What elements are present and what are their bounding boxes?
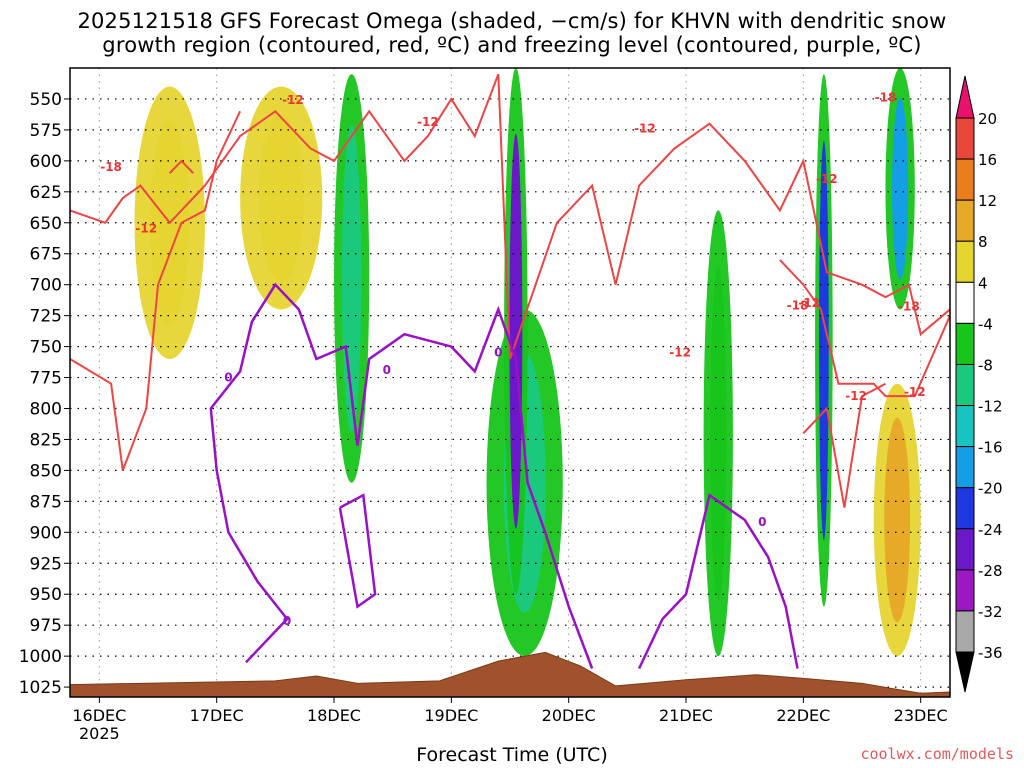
y-tick-label-925: 925 <box>30 554 62 574</box>
colorbar-segment-5 <box>955 322 975 365</box>
red-contour-3 <box>779 259 950 398</box>
y-tick-label-950: 950 <box>30 585 62 605</box>
red-contour-label-4: -12 <box>634 121 656 135</box>
colorbar-segment-1 <box>955 158 975 201</box>
colorbar-label-0: 20 <box>978 110 997 128</box>
colorbar-label-12: -32 <box>978 603 1003 621</box>
y-tick-label-600: 600 <box>30 152 62 172</box>
y-tick-label-825: 825 <box>30 430 62 450</box>
red-contour-label-10: -12 <box>904 385 926 399</box>
colorbar-segment-12 <box>955 610 975 653</box>
plot-frame <box>69 67 951 698</box>
omega-core-1 <box>258 114 304 282</box>
colorbar-bottom-triangle <box>955 651 975 693</box>
x-tick-year-label: 2025 <box>79 724 120 743</box>
colorbar-label-10: -24 <box>978 521 1003 539</box>
purple-contour-label-4: 0 <box>758 515 766 529</box>
colorbar-segment-6 <box>955 363 975 407</box>
red-contour-4 <box>802 382 886 508</box>
colorbar-segment-9 <box>955 487 975 530</box>
red-contour-label-7: -12 <box>798 296 820 310</box>
purple-contour-label-2: 0 <box>494 345 502 359</box>
y-tick-label-625: 625 <box>30 183 62 203</box>
y-tick-label-575: 575 <box>30 121 62 141</box>
red-contour-label-3: -12 <box>417 115 439 129</box>
y-tick-label-675: 675 <box>30 245 62 265</box>
x-tick-label-18DEC: 18DEC <box>307 706 361 725</box>
red-contour-label-12: -12 <box>816 172 838 186</box>
colorbar-segment-10 <box>955 528 975 571</box>
colorbar-label-1: 16 <box>978 151 997 169</box>
omega-core-8 <box>884 417 911 623</box>
purple-contour-label-3: 0 <box>283 614 291 628</box>
x-tick-label-17DEC: 17DEC <box>190 706 244 725</box>
colorbar-label-2: 12 <box>978 192 997 210</box>
colorbar-label-7: -12 <box>978 398 1003 416</box>
y-tick-label-900: 900 <box>30 523 62 543</box>
red-contour-label-2: -12 <box>135 222 157 236</box>
purple-contour-label-1: 0 <box>383 363 391 377</box>
red-contour-label-11: -18 <box>898 300 920 314</box>
colorbar-top-triangle <box>955 75 975 119</box>
omega-core-6 <box>819 140 829 541</box>
red-contour-label-5: -12 <box>669 345 691 359</box>
purple-contour-0 <box>209 282 594 669</box>
x-tick-label-19DEC: 19DEC <box>424 706 478 725</box>
colorbar-segment-11 <box>955 569 975 612</box>
red-contour-label-0: -12 <box>282 93 304 107</box>
y-tick-label-975: 975 <box>30 616 62 636</box>
chart-title-line-2: growth region (contoured, red, ºC) and f… <box>102 33 922 57</box>
y-tick-label-1025: 1025 <box>19 678 62 698</box>
colorbar-label-8: -16 <box>978 439 1003 457</box>
colorbar-label-9: -20 <box>978 480 1003 498</box>
omega-core-4 <box>509 133 523 529</box>
colorbar-label-3: 8 <box>978 233 988 251</box>
colorbar-segment-2 <box>955 199 975 242</box>
colorbar-segment-8 <box>955 446 975 489</box>
colorbar-segment-4 <box>955 281 975 324</box>
y-tick-label-750: 750 <box>30 338 62 358</box>
y-tick-label-775: 775 <box>30 369 62 389</box>
red-contour-label-1: -18 <box>100 160 122 174</box>
y-tick-label-1000: 1000 <box>19 647 62 667</box>
red-contour-label-6: -18 <box>875 90 897 104</box>
x-tick-label-20DEC: 20DEC <box>542 706 596 725</box>
chart-title-line-1: 2025121518 GFS Forecast Omega (shaded, −… <box>77 9 947 33</box>
colorbar-label-4: 4 <box>978 274 988 292</box>
colorbar-label-11: -28 <box>978 562 1003 580</box>
colorbar-label-13: -36 <box>978 644 1003 662</box>
colorbar-segment-7 <box>955 405 975 448</box>
red-contour-label-8: -18 <box>787 298 809 312</box>
red-contour-label-9: -12 <box>845 389 867 403</box>
purple-contour-2 <box>338 493 377 609</box>
y-tick-label-800: 800 <box>30 400 62 420</box>
omega-core-7 <box>892 98 909 280</box>
colorbar-segment-0 <box>955 117 975 160</box>
source-credit: coolwx.com/models <box>860 745 1014 763</box>
y-tick-label-700: 700 <box>30 276 62 296</box>
y-tick-label-650: 650 <box>30 214 62 234</box>
y-tick-label-850: 850 <box>30 461 62 481</box>
omega-core-5 <box>710 266 727 601</box>
y-tick-label-725: 725 <box>30 307 62 327</box>
x-tick-label-21DEC: 21DEC <box>659 706 713 725</box>
y-tick-label-875: 875 <box>30 492 62 512</box>
x-tick-label-16DEC: 16DEC <box>72 706 126 725</box>
x-tick-label-23DEC: 23DEC <box>894 706 948 725</box>
red-contour-0 <box>70 73 950 360</box>
red-contour-1 <box>70 110 242 471</box>
colorbar-label-5: -4 <box>978 315 993 333</box>
x-tick-label-22DEC: 22DEC <box>776 706 830 725</box>
red-contour-2 <box>168 159 194 174</box>
y-tick-label-550: 550 <box>30 90 62 110</box>
colorbar-segment-3 <box>955 240 975 283</box>
purple-contour-label-0: 0 <box>224 370 232 384</box>
colorbar-label-6: -8 <box>978 356 993 374</box>
x-axis-label: Forecast Time (UTC) <box>416 744 608 766</box>
purple-contour-1 <box>637 493 799 670</box>
terrain-surface <box>70 651 950 697</box>
